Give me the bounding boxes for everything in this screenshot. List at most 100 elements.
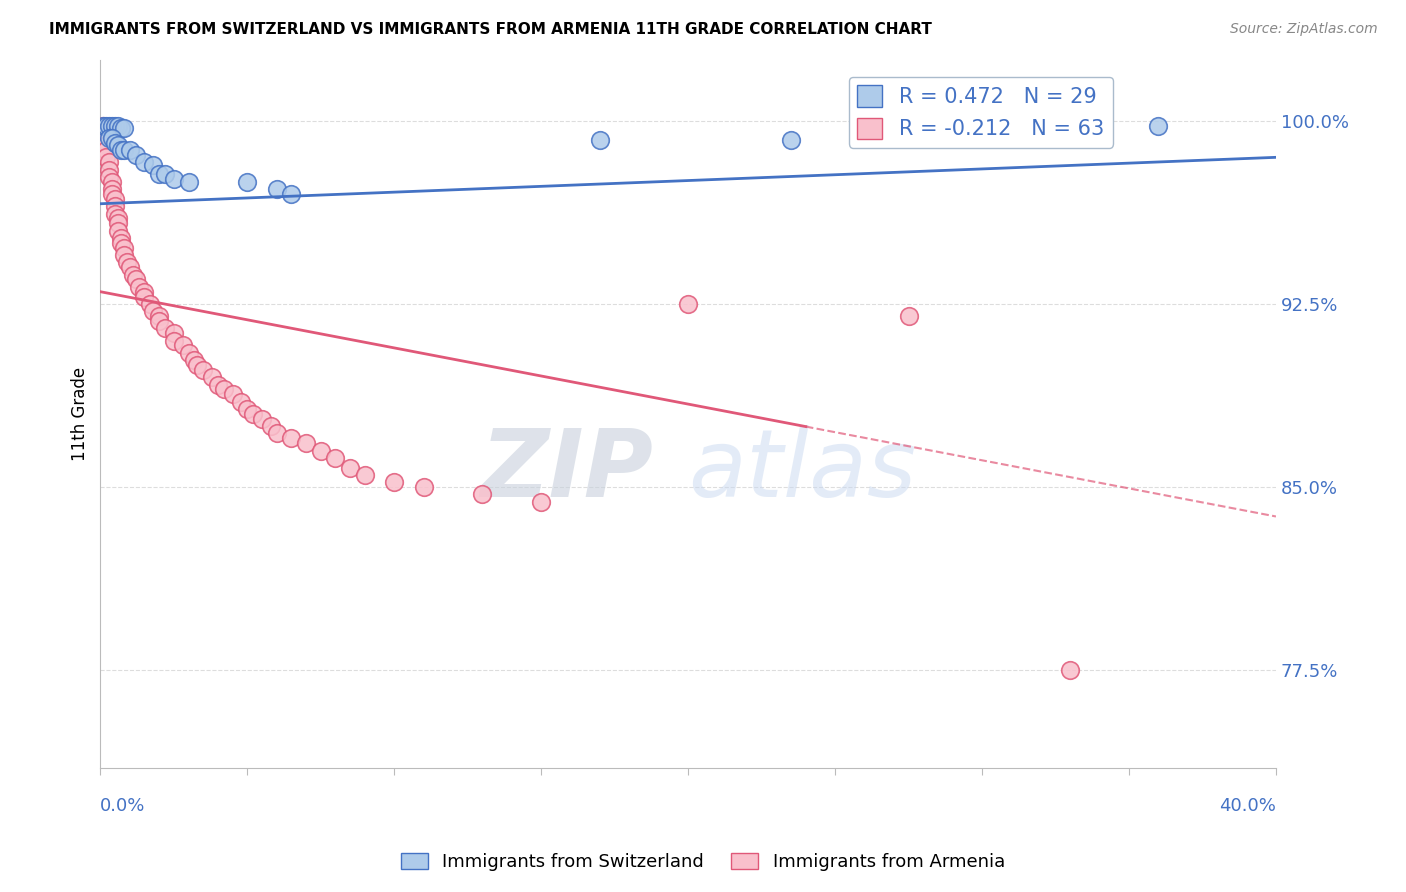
Point	[142, 304, 165, 318]
Point	[107, 216, 129, 230]
Point	[101, 130, 124, 145]
Point	[148, 168, 170, 182]
Point	[280, 431, 302, 445]
Point	[676, 297, 699, 311]
Legend: Immigrants from Switzerland, Immigrants from Armenia: Immigrants from Switzerland, Immigrants …	[394, 846, 1012, 879]
Point	[970, 119, 993, 133]
Point	[96, 119, 118, 133]
Point	[96, 138, 118, 153]
Point	[153, 168, 176, 182]
Legend: R = 0.472   N = 29, R = -0.212   N = 63: R = 0.472 N = 29, R = -0.212 N = 63	[849, 77, 1112, 147]
Point	[177, 175, 200, 189]
Point	[236, 402, 259, 417]
Point	[250, 411, 273, 425]
Point	[212, 383, 235, 397]
Point	[139, 297, 162, 311]
Point	[101, 119, 124, 133]
Point	[104, 199, 127, 213]
Point	[163, 326, 186, 341]
Text: 40.0%: 40.0%	[1219, 797, 1277, 815]
Point	[112, 248, 135, 262]
Point	[98, 130, 121, 145]
Point	[780, 133, 803, 147]
Point	[530, 495, 553, 509]
Point	[183, 353, 205, 368]
Point	[104, 136, 127, 150]
Point	[91, 119, 114, 133]
Point	[266, 182, 288, 196]
Point	[382, 475, 405, 490]
Point	[1059, 664, 1081, 678]
Point	[207, 377, 229, 392]
Point	[266, 426, 288, 441]
Point	[295, 436, 318, 450]
Point	[134, 285, 156, 299]
Point	[124, 272, 146, 286]
Point	[110, 121, 132, 136]
Point	[112, 121, 135, 136]
Point	[101, 186, 124, 201]
Point	[107, 119, 129, 133]
Point	[236, 175, 259, 189]
Point	[112, 241, 135, 255]
Text: atlas: atlas	[688, 425, 917, 516]
Point	[897, 309, 920, 323]
Point	[98, 169, 121, 184]
Text: ZIP: ZIP	[479, 425, 652, 516]
Point	[91, 133, 114, 147]
Point	[118, 143, 141, 157]
Point	[107, 211, 129, 226]
Point	[201, 370, 224, 384]
Point	[142, 158, 165, 172]
Point	[110, 143, 132, 157]
Point	[148, 314, 170, 328]
Point	[98, 155, 121, 169]
Point	[110, 235, 132, 250]
Point	[107, 138, 129, 153]
Text: 0.0%: 0.0%	[100, 797, 146, 815]
Point	[354, 467, 377, 482]
Point	[1147, 119, 1170, 133]
Point	[148, 309, 170, 323]
Point	[110, 231, 132, 245]
Point	[118, 260, 141, 275]
Point	[412, 480, 434, 494]
Point	[221, 387, 243, 401]
Point	[104, 119, 127, 133]
Point	[107, 224, 129, 238]
Point	[242, 407, 264, 421]
Point	[280, 186, 302, 201]
Point	[193, 363, 215, 377]
Text: Source: ZipAtlas.com: Source: ZipAtlas.com	[1230, 22, 1378, 37]
Point	[98, 162, 121, 177]
Text: IMMIGRANTS FROM SWITZERLAND VS IMMIGRANTS FROM ARMENIA 11TH GRADE CORRELATION CH: IMMIGRANTS FROM SWITZERLAND VS IMMIGRANT…	[49, 22, 932, 37]
Point	[124, 148, 146, 162]
Point	[309, 443, 332, 458]
Point	[231, 394, 253, 409]
Point	[260, 419, 283, 434]
Point	[589, 133, 612, 147]
Point	[101, 175, 124, 189]
Point	[112, 143, 135, 157]
Point	[96, 150, 118, 164]
Point	[128, 280, 150, 294]
Point	[115, 255, 138, 269]
Point	[186, 358, 208, 372]
Point	[101, 182, 124, 196]
Point	[153, 321, 176, 335]
Point	[134, 155, 156, 169]
Point	[325, 450, 347, 465]
Point	[172, 338, 194, 352]
Point	[339, 460, 361, 475]
Point	[104, 192, 127, 206]
Point	[91, 119, 114, 133]
Point	[163, 334, 186, 348]
Point	[104, 206, 127, 220]
Point	[134, 290, 156, 304]
Y-axis label: 11th Grade: 11th Grade	[72, 367, 89, 461]
Point	[163, 172, 186, 186]
Point	[177, 346, 200, 360]
Point	[98, 119, 121, 133]
Point	[121, 268, 143, 282]
Point	[96, 143, 118, 157]
